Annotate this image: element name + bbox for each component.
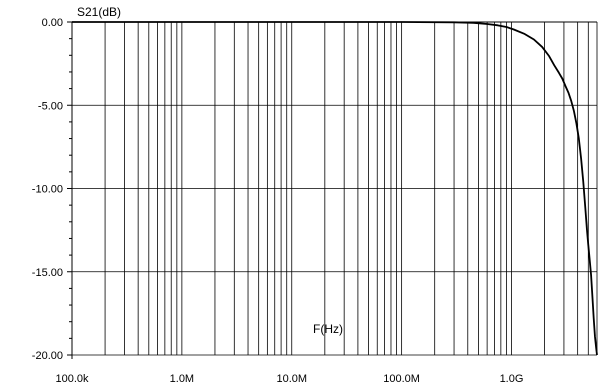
labels: 0.00 -5.00 -10.00 -15.00 -20.00 100.0k 1.0M 10.…: [32, 17, 524, 385]
ticks: [67, 21, 72, 356]
y-axis-title: S21(dB): [77, 5, 121, 19]
x-tick-label: 1.0M: [170, 373, 194, 385]
y-tick-label: -5.00: [38, 100, 63, 112]
grid: [71, 21, 598, 356]
y-tick-label: 0.00: [42, 17, 63, 29]
s21-series-line: [72, 21, 598, 356]
x-tick-label: 10.0M: [276, 373, 307, 385]
x-axis-title: F(Hz): [313, 322, 343, 336]
x-tick-label: 100.0M: [383, 373, 420, 385]
x-tick-label: 100.0k: [55, 373, 89, 385]
y-tick-label: -15.00: [32, 267, 63, 279]
y-tick-label: -10.00: [32, 184, 63, 196]
y-tick-label: -20.00: [32, 350, 63, 362]
x-tick-label: 1.0G: [500, 373, 524, 385]
series-layer: [72, 21, 598, 356]
